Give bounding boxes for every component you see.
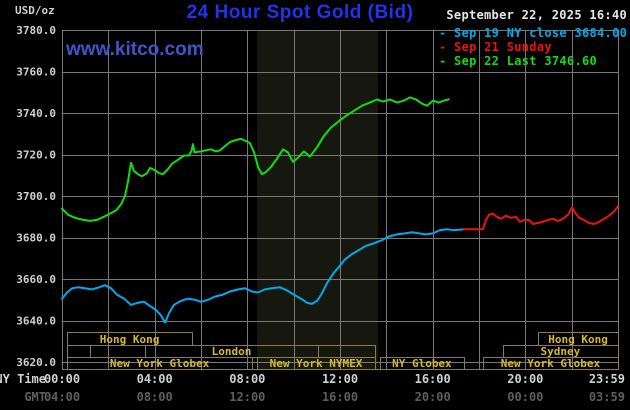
session-label: Hong Kong [548,333,608,346]
axis-row-label: NY Time [0,372,46,386]
session-label: NY Globex [392,357,452,370]
x-tick-label: 08:00 [229,372,265,386]
x-tick-label: 23:59 [589,372,625,386]
x-tick-label: 20:00 [415,390,451,404]
session-box [379,357,465,370]
session-label: New York Globex [501,357,601,370]
x-tick-label: 00:00 [507,390,543,404]
axis-row-label: GMT [24,390,46,404]
legend-item: - Sep 19 NY close 3684.00 [439,26,628,40]
x-tick-label: 04:00 [44,390,80,404]
y-tick-label: 3760.0 [16,66,56,79]
y-tick-label: 3620.0 [16,356,56,369]
series-sep19 [61,228,465,324]
session-label: Sydney [541,345,581,358]
y-tick-label: 3780.0 [16,24,56,37]
session-label: New York Globex [110,357,210,370]
x-tick-label: 12:00 [322,372,358,386]
y-tick-label: 3660.0 [16,273,56,286]
session-label: London [212,345,252,358]
y-tick-label: 3740.0 [16,107,56,120]
x-tick-label: 00:00 [44,372,80,386]
x-tick-label: 08:00 [137,390,173,404]
legend: - Sep 19 NY close 3684.00- Sep 21 Sunday… [439,26,628,68]
unit-label: USD/oz [15,4,55,17]
x-tick-label: 04:00 [137,372,173,386]
session-box [67,345,92,358]
legend-item: - Sep 21 Sunday [439,39,552,54]
x-tick-label: 12:00 [229,390,265,404]
nymex-band [257,30,378,369]
y-tick-label: 3680.0 [16,232,56,245]
x-tick-label: 03:59 [589,390,625,404]
series-sep21 [462,205,619,231]
session-box [90,345,146,358]
chart-title: 24 Hour Spot Gold (Bid) [186,2,414,23]
x-tick-label: 16:00 [415,372,451,386]
x-tick-label: 20:00 [507,372,543,386]
y-tick-label: 3700.0 [16,190,56,203]
datetime-label: September 22, 2025 16:40 [446,8,627,22]
series-sep22 [61,96,450,222]
x-tick-label: 16:00 [322,390,358,404]
session-label: Hong Kong [100,333,160,346]
legend-item: - Sep 22 Last 3746.60 [439,53,598,68]
session-label: New York NYMEX [270,357,363,370]
session-box [257,357,376,370]
session-box [482,357,619,370]
kitco-logo-link[interactable]: www.kitco.com [66,39,204,60]
y-tick-label: 3720.0 [16,149,56,162]
session-box [67,357,253,370]
y-tick-label: 3640.0 [16,315,56,328]
